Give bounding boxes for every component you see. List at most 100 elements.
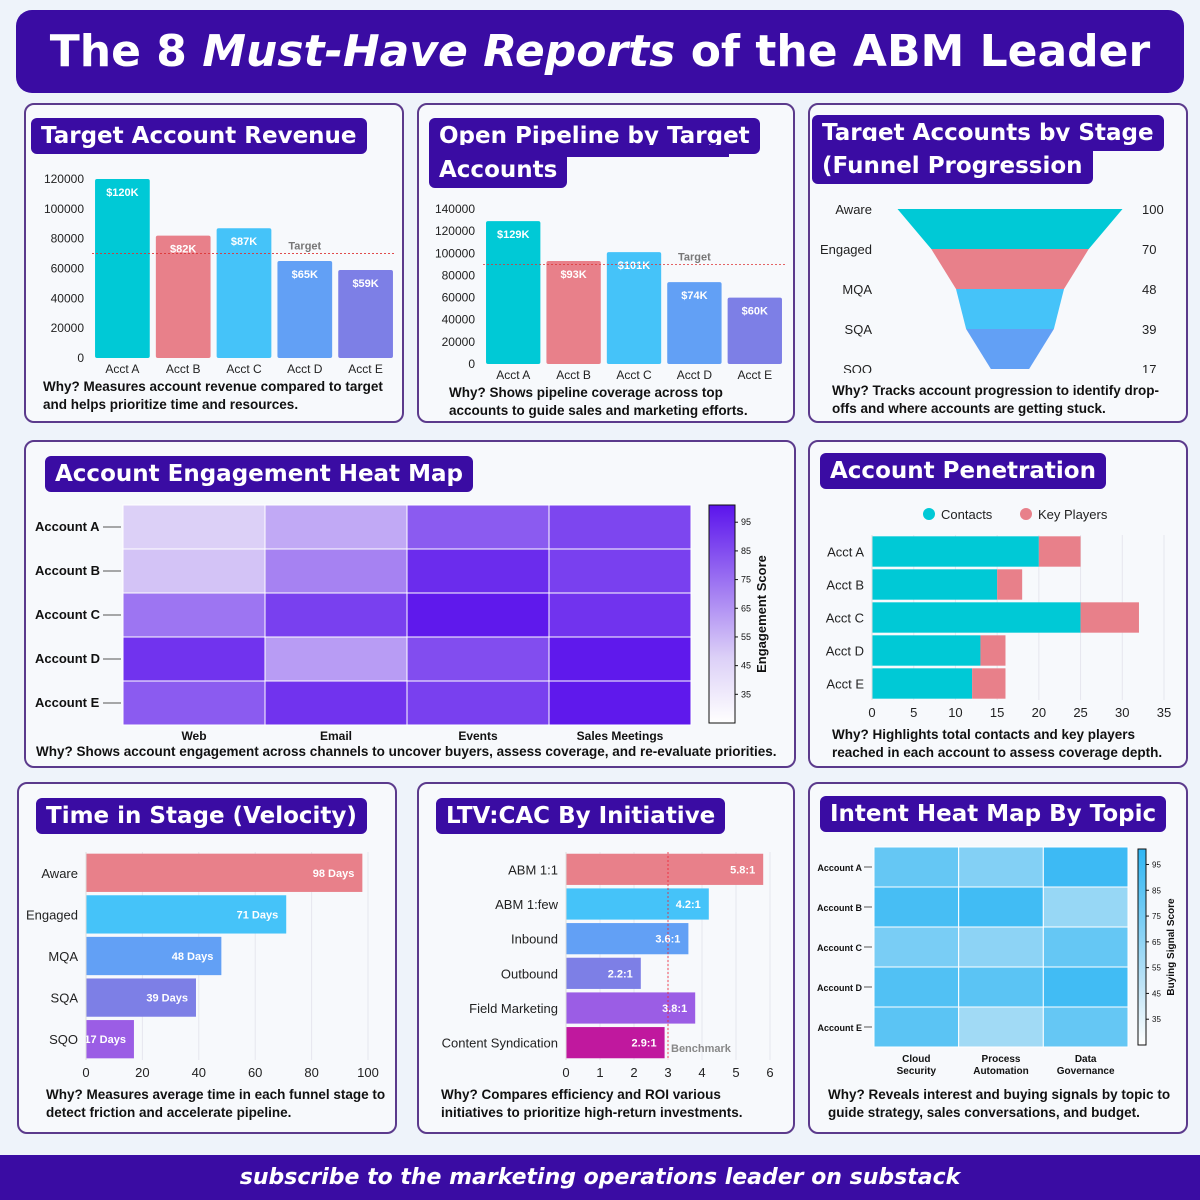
heatmap-cell	[548, 548, 692, 594]
heatmap-cell	[958, 886, 1044, 928]
heatmap-cell	[406, 548, 550, 594]
heatmap-cell	[548, 636, 692, 682]
row-label: Account B	[35, 563, 100, 578]
heatmap-cell	[873, 1006, 960, 1048]
heatmap-cell	[548, 592, 692, 638]
x-tick-label: Acct C	[616, 368, 652, 380]
heatmap-cell	[873, 966, 960, 1008]
why-text: Why? Highlights total contacts and key p…	[832, 727, 1163, 760]
funnel-segment	[897, 209, 1123, 249]
y-tick-label: SQA	[51, 991, 79, 1006]
column-label: Data Governance	[1057, 1054, 1115, 1077]
panel-title: LTV:CAC By Initiative	[436, 798, 726, 834]
target-label: Target	[678, 251, 711, 263]
bar	[338, 269, 393, 358]
column-label: Sales Meetings	[577, 729, 664, 743]
velocity-panel: Time in Stage (Velocity) 0 20 40 60 80 100 Awa…	[17, 782, 397, 1134]
scale-tick-label: 75	[741, 575, 751, 585]
why-text: Why? Tracks account progression to ident…	[832, 383, 1160, 416]
pipeline-chart: 0 20000 40000 60000 80000 100000 120000 140000 $…	[435, 202, 785, 380]
data-label: 98 Days	[313, 868, 355, 880]
scale-tick-label: 85	[1152, 886, 1161, 895]
y-tick-label: 120000	[435, 224, 475, 238]
column-label: Process Automation	[973, 1054, 1029, 1077]
scale-tick-label: 45	[741, 661, 751, 671]
heatmap-cell	[958, 1006, 1044, 1048]
ltvcac-chart: 0 1 2 3 4 5 6 ABM 1:1 5.8:1 ABM 1:few 4.2:1 Inbound…	[442, 852, 774, 1080]
benchmark-label: Benchmark	[671, 1043, 732, 1055]
bar	[86, 895, 287, 934]
heatmap-cell	[1042, 1006, 1129, 1048]
scale-tick-label: 55	[1152, 964, 1161, 973]
legend-label: Contacts	[941, 507, 993, 522]
x-tick-label: 20	[135, 1065, 149, 1080]
bar-segment	[980, 635, 1006, 666]
data-label: $129K	[497, 229, 529, 241]
stage-value: 39	[1142, 322, 1156, 337]
bar	[667, 282, 722, 364]
stage-value: 100	[1142, 202, 1164, 217]
revenue-panel: Target Account Revenue 0 20000 40000 60000 8…	[24, 103, 404, 423]
y-tick-label: Acct D	[826, 644, 864, 659]
x-tick-label: Acct C	[226, 362, 262, 376]
scale-tick-label: 95	[741, 517, 751, 527]
footer-text[interactable]: subscribe to the marketing operations le…	[239, 1165, 961, 1190]
scale-tick-label: 65	[741, 603, 751, 613]
bar-segment	[872, 668, 973, 699]
bar	[566, 888, 709, 920]
heatmap-cell	[873, 886, 960, 928]
bar-segment	[997, 569, 1023, 600]
column-label: Cloud Security	[897, 1054, 937, 1077]
bar	[546, 261, 601, 364]
x-tick-label: 25	[1073, 705, 1087, 720]
bar-segment	[872, 602, 1081, 633]
color-scale-bar	[1137, 848, 1147, 1046]
row-label: Account D	[35, 651, 100, 666]
why-text: Why? Reveals interest and buying signals…	[828, 1087, 1171, 1120]
row-label: Account C	[817, 943, 863, 953]
panel-title: Account Penetration	[820, 453, 1106, 489]
title-bridge	[429, 145, 729, 157]
scale-tick-label: 65	[1152, 938, 1161, 947]
intent-panel: Intent Heat Map By Topic Account A Accoun…	[808, 782, 1188, 1134]
legend-swatch	[1020, 508, 1032, 520]
data-label: 4.2:1	[676, 899, 701, 911]
color-scale-bar	[708, 504, 736, 724]
stage-value: 70	[1142, 242, 1156, 257]
heatmap-cell	[264, 680, 408, 726]
x-tick-label: Acct B	[166, 362, 201, 376]
x-tick-label: 20	[1032, 705, 1046, 720]
funnel-segment	[931, 249, 1089, 289]
x-tick-label: 0	[82, 1065, 89, 1080]
heatmap-cell	[873, 846, 960, 888]
stage-label: MQA	[842, 282, 872, 297]
x-tick-label: 60	[248, 1065, 262, 1080]
x-tick-label: 10	[948, 705, 962, 720]
bar	[86, 978, 196, 1017]
heatmap-cell	[548, 504, 692, 550]
x-tick-label: 15	[990, 705, 1004, 720]
y-tick-label: 60000	[51, 262, 85, 276]
y-tick-label: 100000	[44, 202, 84, 216]
funnel-chart: Aware 100 Engaged 70 MQA 48 SQA 39 SQO 17	[820, 202, 1164, 373]
why-text: Why? Shows pipeline coverage across top …	[449, 385, 748, 418]
y-tick-label: Engaged	[26, 907, 78, 922]
y-tick-label: 40000	[442, 313, 476, 327]
x-tick-label: Acct B	[556, 368, 591, 380]
data-label: 71 Days	[237, 909, 279, 921]
title-bridge	[812, 141, 1072, 153]
column-label: Email	[320, 729, 352, 743]
legend-label: Key Players	[1038, 507, 1108, 522]
bar	[606, 252, 662, 364]
bar-segment	[1038, 536, 1081, 567]
scale-tick-label: 75	[1152, 912, 1161, 921]
heatmap-cell	[122, 636, 266, 682]
why-text: Why? Measures account revenue compared t…	[43, 379, 383, 412]
bar-segment	[872, 569, 998, 600]
x-tick-label: 2	[630, 1065, 637, 1080]
stage-label: SQO	[843, 362, 872, 373]
footer-banner[interactable]: subscribe to the marketing operations le…	[0, 1155, 1200, 1200]
row-label: Account A	[817, 863, 862, 873]
heatmap-cell	[873, 926, 960, 968]
x-tick-label: 6	[766, 1065, 773, 1080]
